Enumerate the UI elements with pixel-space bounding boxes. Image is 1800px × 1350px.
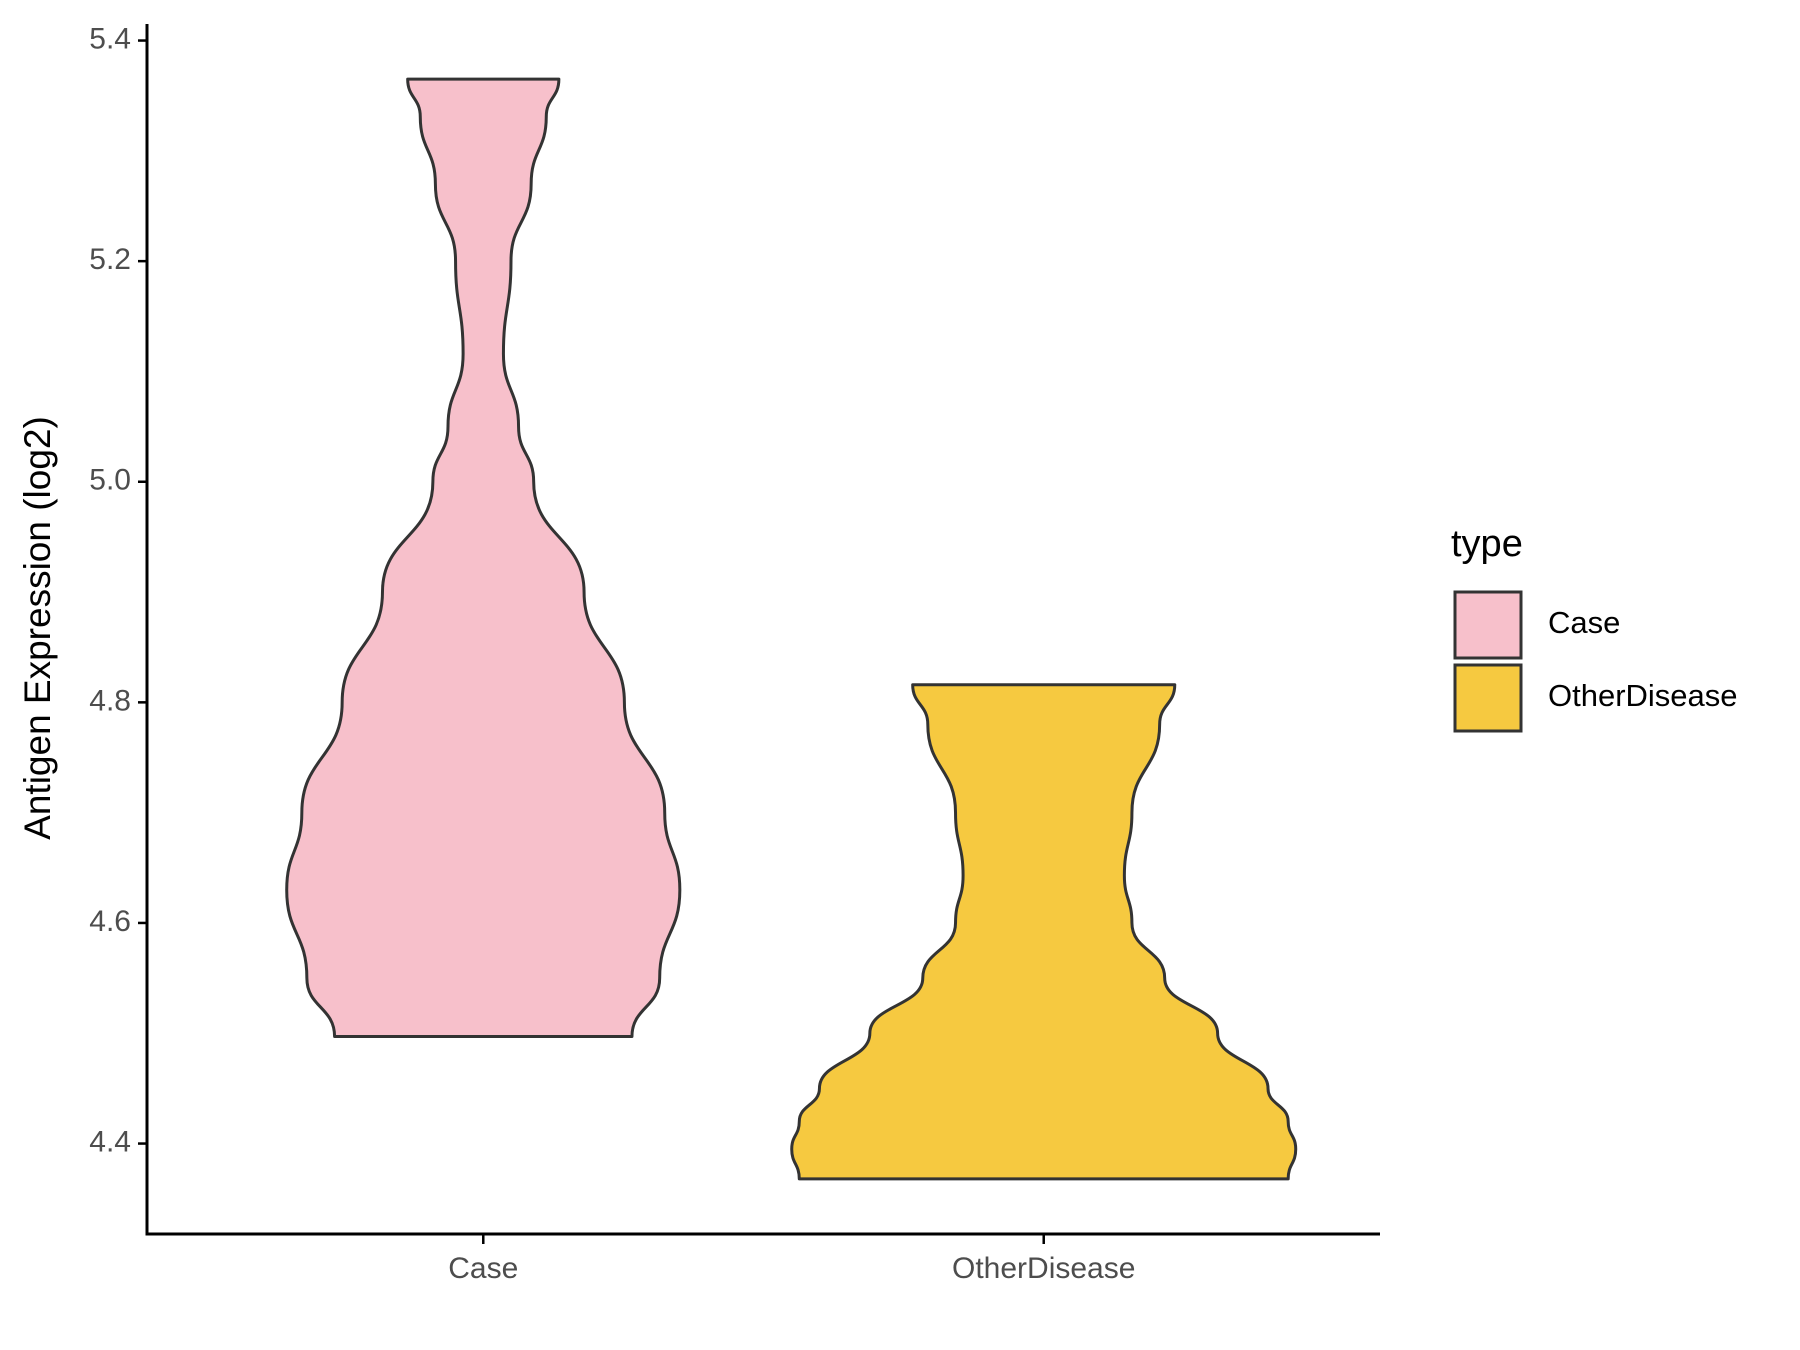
y-tick-label: 5.2 bbox=[89, 243, 131, 276]
y-axis-title: Antigen Expression (log2) bbox=[17, 416, 58, 840]
legend-key bbox=[1453, 663, 1523, 733]
y-tick-label: 5.0 bbox=[89, 464, 131, 497]
violin bbox=[285, 77, 682, 1039]
y-tick-label: 4.8 bbox=[89, 684, 131, 717]
legend-key bbox=[1453, 590, 1523, 660]
y-tick-label: 4.6 bbox=[89, 905, 131, 938]
legend-title: type bbox=[1451, 523, 1523, 565]
x-tick-label: Case bbox=[448, 1252, 518, 1285]
y-tick-label: 5.4 bbox=[89, 22, 131, 55]
legend-label: OtherDisease bbox=[1548, 678, 1738, 713]
y-tick-label: 4.4 bbox=[89, 1125, 131, 1158]
legend-label: Case bbox=[1548, 605, 1620, 640]
violin bbox=[790, 683, 1298, 1181]
x-tick-label: OtherDisease bbox=[952, 1252, 1135, 1285]
